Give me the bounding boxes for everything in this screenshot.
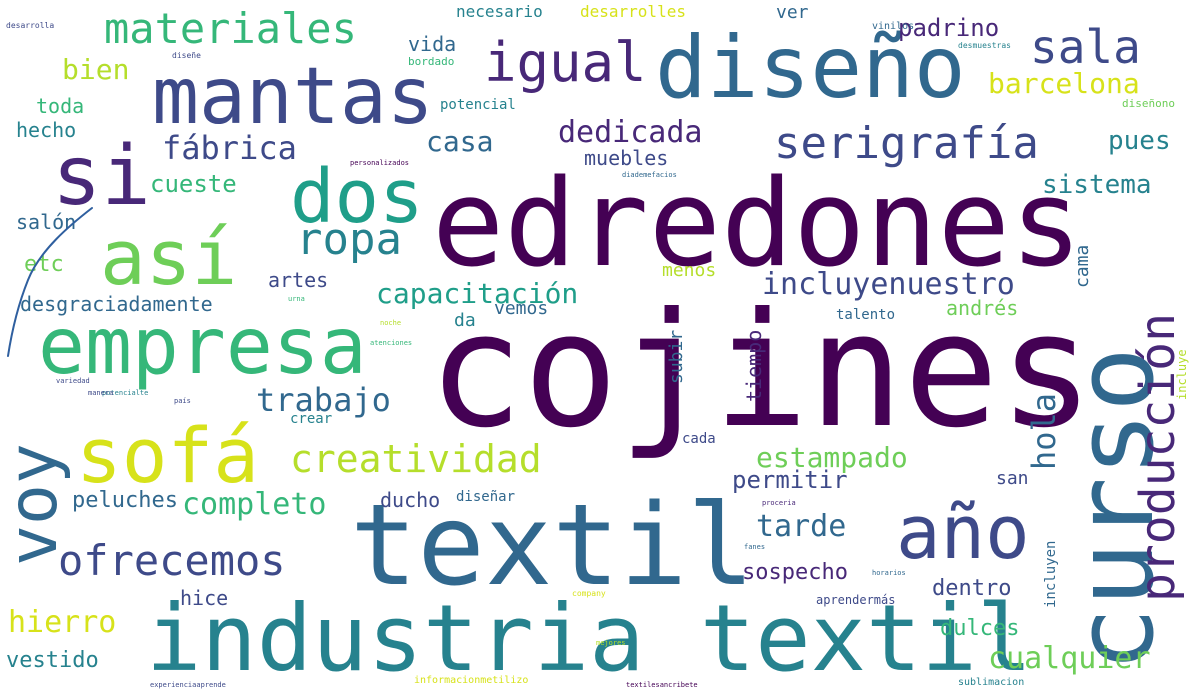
- word-urna: urna: [288, 295, 305, 303]
- word-si: si: [52, 129, 151, 224]
- word-creatividad: creatividad: [290, 437, 542, 481]
- word-textil: textil: [350, 481, 755, 611]
- word-dedicada: dedicada: [558, 115, 703, 150]
- word-potencialte: potencialte: [102, 389, 149, 397]
- word-textilesancribete: textilesancribete: [626, 681, 698, 689]
- word-estampado: estampado: [756, 441, 908, 474]
- word-vemos: vemos: [494, 298, 549, 319]
- word-diademefacios: diademefacios: [622, 171, 677, 179]
- word-incluyen: incluyen: [1043, 540, 1059, 608]
- word-empresa: empresa: [38, 302, 367, 392]
- word-dulces: dulces: [940, 616, 1020, 641]
- word-hierro: hierro: [8, 605, 117, 640]
- word-salon: salón: [16, 210, 77, 234]
- word-menos: menos: [662, 260, 717, 281]
- word-talento: talento: [836, 307, 896, 323]
- word-igual: igual: [484, 31, 647, 94]
- word-informacionmetilizo: informacionmetilizo: [414, 675, 529, 686]
- word-subir: subir: [666, 329, 687, 384]
- word-proceria: proceria: [762, 499, 796, 507]
- word-vida: vida: [408, 32, 457, 56]
- word-industria-textil: industria textil: [146, 585, 1033, 692]
- word-artes: artes: [268, 268, 329, 292]
- word-sala: sala: [1030, 20, 1141, 74]
- word-sublimacion: sublimacion: [958, 677, 1025, 688]
- word-variedad: variedad: [56, 377, 90, 385]
- word-potencial: potencial: [440, 97, 516, 113]
- word-aprendermas: aprendermás: [816, 593, 896, 607]
- word-ano: año: [896, 490, 1030, 576]
- word-trabajo: trabajo: [256, 381, 391, 419]
- word-ducho: ducho: [380, 488, 441, 512]
- word-cojines: cojines: [428, 279, 1094, 463]
- word-hecho: hecho: [16, 118, 77, 142]
- word-manera: manera: [88, 389, 114, 397]
- word-muebles: muebles: [584, 146, 669, 170]
- word-etc: etc: [24, 252, 64, 277]
- word-dos: dos: [290, 154, 424, 240]
- word-fanes: fanes: [744, 543, 766, 551]
- word-incluye: incluye: [1175, 349, 1189, 400]
- word-asi: así: [100, 213, 238, 302]
- word-peluches: peluches: [72, 488, 178, 513]
- word-vinilos: vinilos: [872, 21, 915, 32]
- word-dentro: dentro: [932, 576, 1012, 601]
- word-sofa: sofá: [76, 411, 260, 500]
- word-disenono: diseñono: [1122, 97, 1175, 110]
- word-sospecho: sospecho: [742, 560, 848, 585]
- word-cada: cada: [682, 431, 716, 447]
- word-serigrafia: serigrafía: [774, 118, 1039, 169]
- word-permitir: permitir: [732, 466, 848, 494]
- word-ofrecemos: ofrecemos: [58, 536, 286, 585]
- word-crear: crear: [290, 411, 333, 427]
- word-noche: noche: [380, 319, 402, 327]
- word-disenar: diseñar: [456, 489, 516, 505]
- word-desarrolles: desarrolles: [580, 2, 686, 21]
- word-fabrica: fábrica: [162, 129, 297, 167]
- word-bien: bien: [62, 53, 130, 86]
- word-san: san: [996, 468, 1029, 489]
- word-vestido: vestido: [6, 648, 99, 673]
- word-hola: hola: [1025, 392, 1063, 470]
- word-sistema: sistema: [1042, 170, 1152, 200]
- word-cueste: cueste: [150, 170, 237, 198]
- word-experienciaaprende: experienciaaprende: [150, 681, 226, 689]
- word-desmuestras: desmuestras: [958, 41, 1011, 50]
- word-da: da: [454, 310, 476, 331]
- word-atenciones: atenciones: [370, 339, 413, 347]
- word-bordado: bordado: [408, 55, 455, 68]
- word-edredones: edredones: [432, 155, 1083, 294]
- word-mantas: mantas: [152, 52, 434, 142]
- word-pais: país: [174, 397, 191, 405]
- word-incluyenuestro: incluyenuestro: [762, 267, 1015, 302]
- word-diseno: diseño: [655, 18, 966, 118]
- word-toda: toda: [36, 94, 85, 118]
- word-pues: pues: [1108, 126, 1171, 156]
- word-horarios: horarios: [872, 569, 906, 577]
- word-casa: casa: [426, 125, 494, 158]
- word-andres: andrés: [946, 296, 1019, 320]
- word-personalizados: personalizados: [350, 159, 410, 167]
- word-ver: ver: [776, 2, 809, 23]
- word-disene: diseñe: [172, 51, 201, 60]
- word-padrino: padrino: [898, 14, 1000, 42]
- word-tarde: tarde: [756, 509, 847, 544]
- word-cualquier: cualquier: [988, 641, 1151, 676]
- word-desarrolla: desarrolla: [6, 21, 55, 30]
- word-ropa: ropa: [296, 214, 402, 265]
- word-tiempo: tiempo: [742, 329, 766, 402]
- word-company: company: [572, 589, 606, 598]
- word-completo: completo: [182, 487, 327, 522]
- word-desgraciadamente: desgraciadamente: [20, 292, 213, 316]
- word-mejores: mejores: [596, 639, 626, 647]
- word-barcelona: barcelona: [988, 67, 1140, 100]
- word-cama: cama: [1072, 244, 1093, 288]
- word-necesario: necesario: [456, 2, 543, 21]
- word-capacitacion: capacitación: [376, 277, 579, 310]
- word-hice: hice: [180, 586, 229, 610]
- word-materiales: materiales: [104, 4, 357, 53]
